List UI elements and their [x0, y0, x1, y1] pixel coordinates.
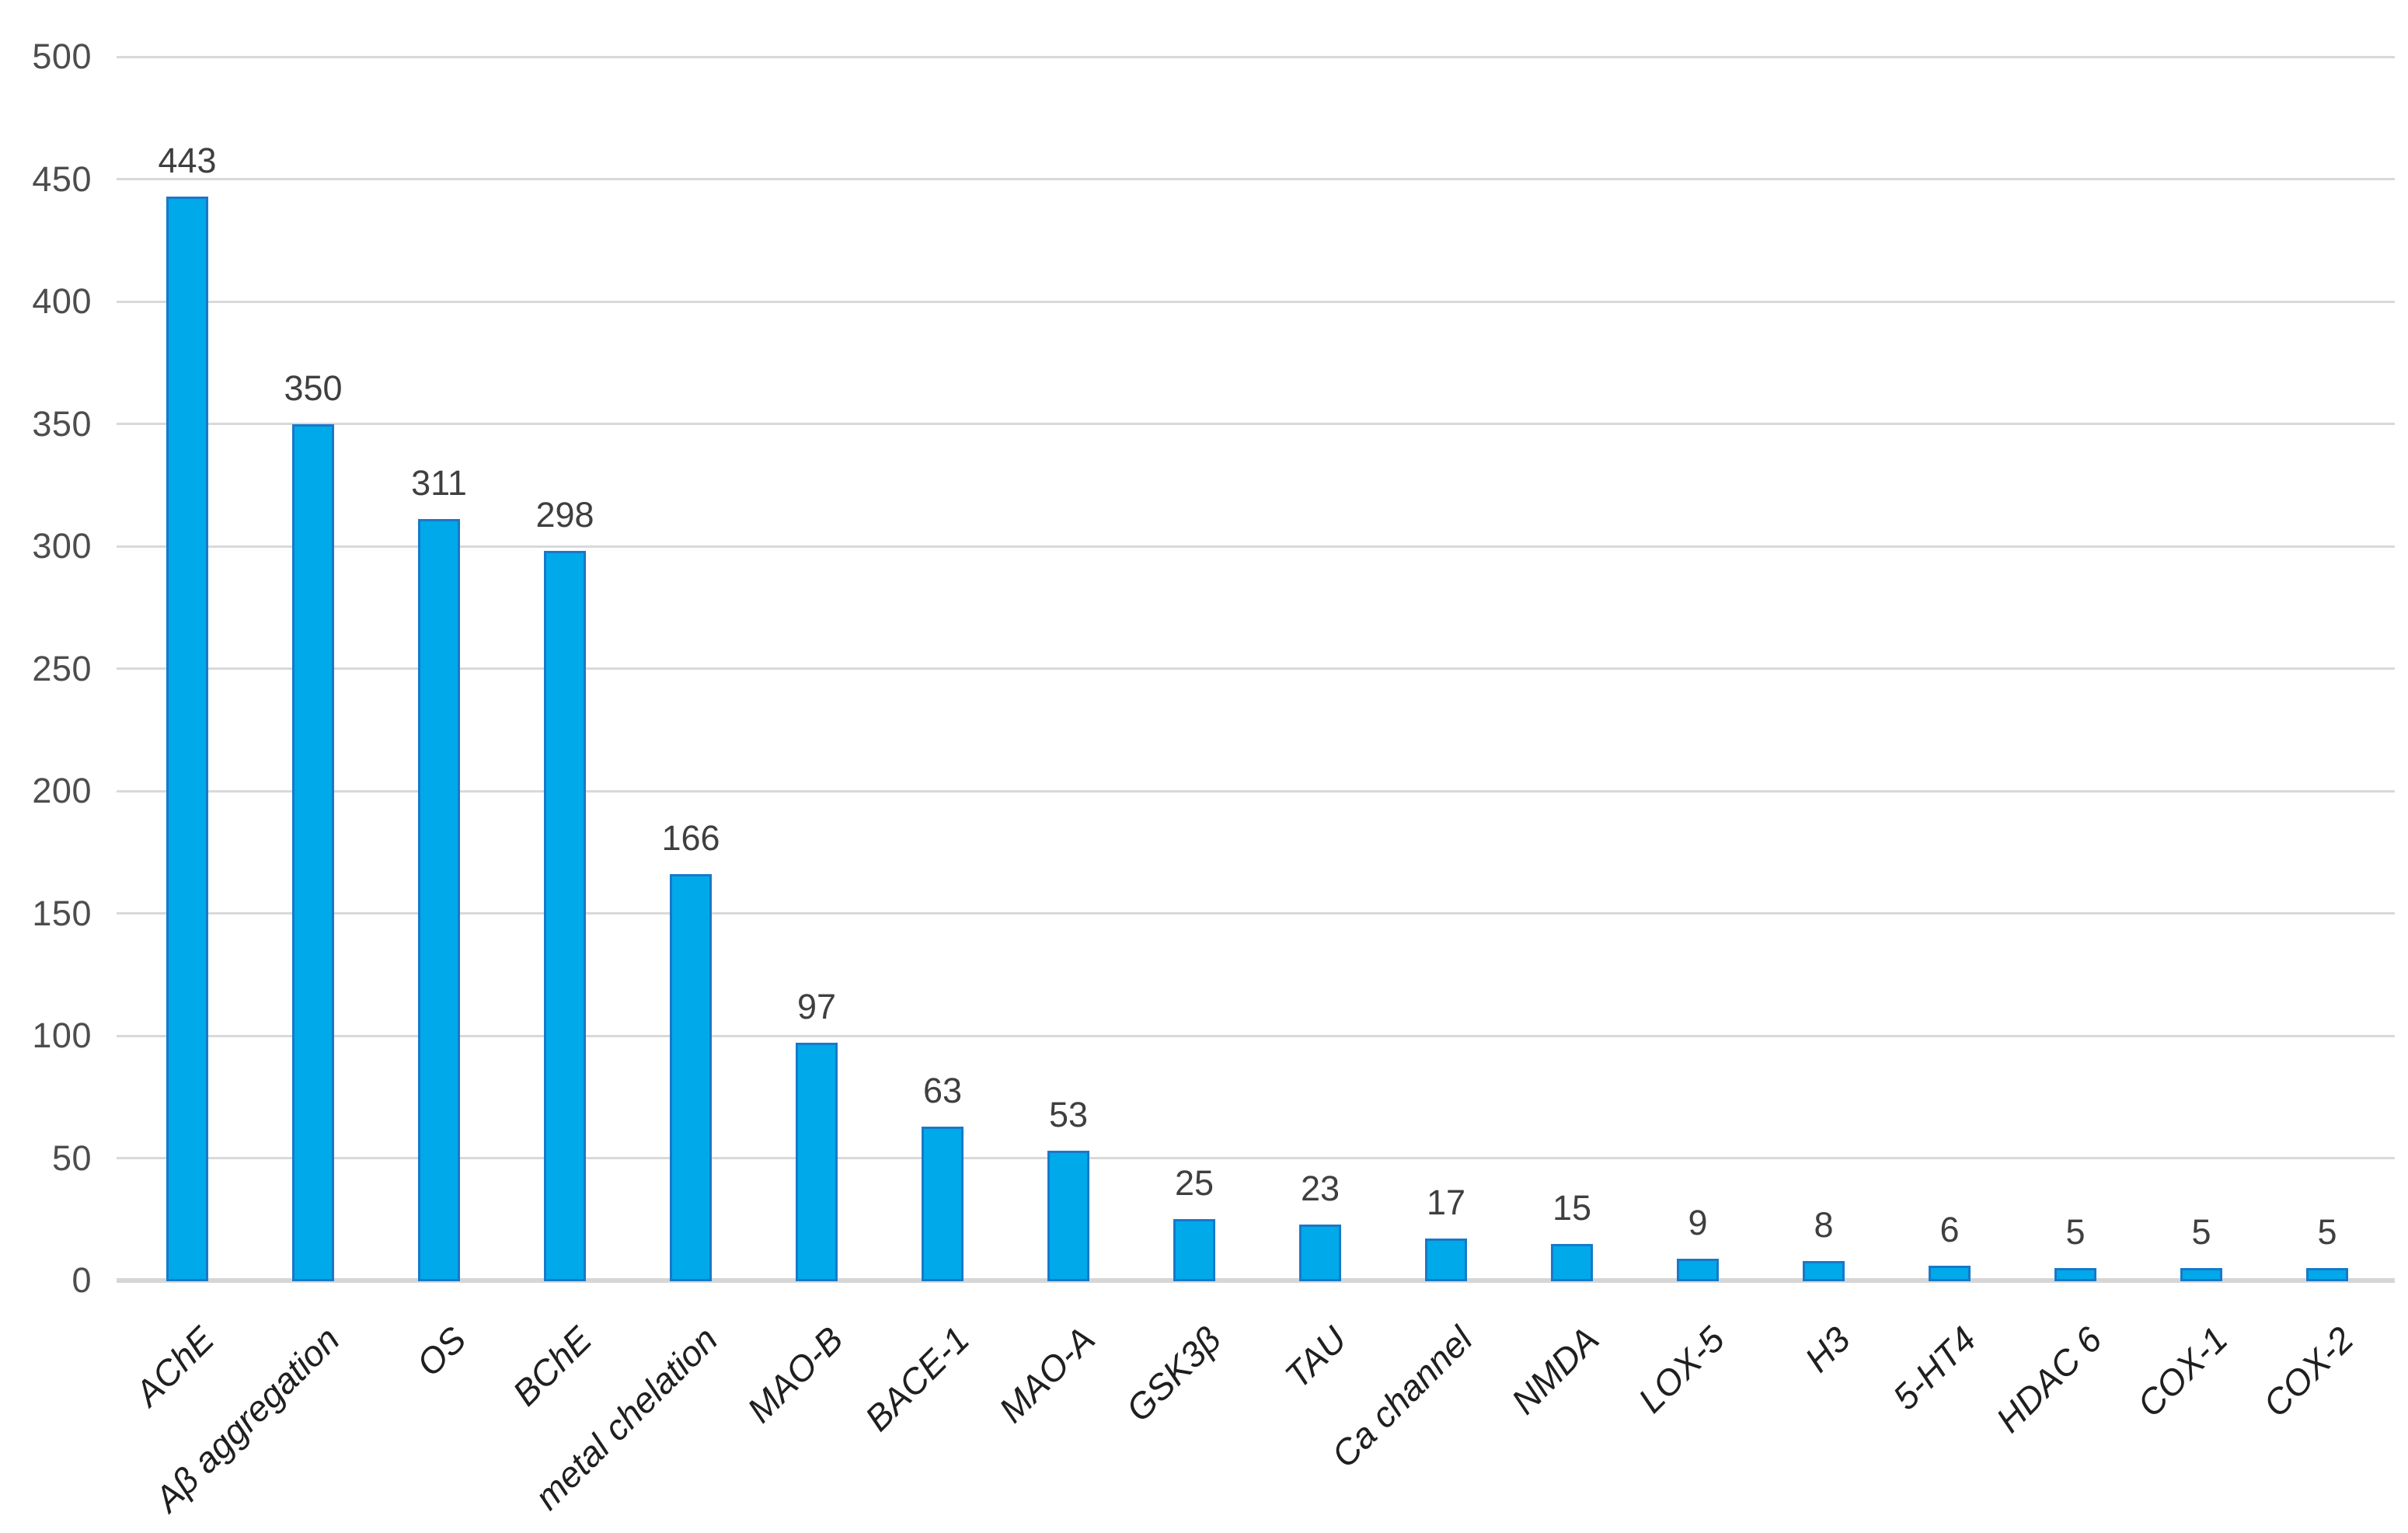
bar-ca-channel: [1425, 1239, 1467, 1281]
bar-value-label: 5: [2191, 1212, 2211, 1253]
bar-value-label: 63: [922, 1070, 963, 1110]
y-axis-tick-label: 300: [32, 526, 92, 566]
y-axis-tick-label: 500: [32, 37, 92, 76]
y-axis-tick-label: 350: [32, 403, 92, 444]
y-axis-tick-label: 250: [32, 648, 92, 688]
bar-cox-1: [2180, 1268, 2222, 1281]
x-axis-category-label: LOX-5: [1630, 1319, 1733, 1421]
x-axis-category-label: OS: [408, 1319, 474, 1385]
bar-value-label: 350: [284, 368, 343, 408]
x-axis-category-label: 5-HT4: [1884, 1319, 1985, 1418]
x-axis-category-label: H3: [1796, 1319, 1859, 1380]
y-axis-tick-label: 100: [32, 1016, 92, 1055]
bar-nmda: [1551, 1243, 1593, 1281]
x-axis-category-label: MAO-B: [739, 1319, 852, 1430]
bar-os: [418, 519, 460, 1281]
bar-value-label: 25: [1174, 1163, 1214, 1204]
bar-mao-b: [796, 1043, 838, 1281]
bar-cox-2: [2306, 1268, 2348, 1281]
bar-value-label: 17: [1426, 1183, 1466, 1223]
bar-5-ht4: [1929, 1266, 1971, 1281]
gridline: [117, 1034, 2395, 1037]
bar-tau: [1299, 1224, 1341, 1281]
gridline: [117, 423, 2395, 425]
x-axis-category-label: MAO-A: [991, 1319, 1103, 1430]
y-axis-tick-label: 50: [51, 1138, 92, 1178]
y-axis-tick-label: 200: [32, 771, 92, 810]
x-axis-category-label: BChE: [504, 1319, 600, 1414]
x-axis-category-label: COX-2: [2255, 1319, 2362, 1425]
gridline: [117, 667, 2395, 670]
y-axis-tick-label: 450: [32, 159, 92, 199]
x-axis-category-label: TAU: [1277, 1319, 1355, 1396]
bar-value-label: 298: [535, 495, 594, 535]
y-axis-tick-label: 150: [32, 893, 92, 933]
bar-value-label: 8: [1814, 1204, 1834, 1245]
x-axis-line: [117, 1278, 2395, 1283]
bar-value-label: 15: [1552, 1187, 1592, 1228]
bar-value-label: 23: [1300, 1168, 1340, 1208]
bar-metal-chelation: [670, 874, 712, 1281]
gridline: [117, 55, 2395, 58]
bar-value-label: 5: [2065, 1212, 2086, 1253]
x-axis-category-label: GSK3β: [1117, 1319, 1229, 1430]
bar-ache: [166, 196, 208, 1281]
y-axis-tick-label: 400: [32, 281, 92, 321]
bar-lox-5: [1677, 1258, 1719, 1281]
gridline: [117, 545, 2395, 548]
bar-value-label: 97: [796, 987, 837, 1027]
bar-value-label: 443: [158, 140, 217, 180]
gridline: [117, 1157, 2395, 1159]
gridline: [117, 789, 2395, 793]
bar-h3: [1803, 1260, 1845, 1281]
bar-hdac-6: [2054, 1268, 2096, 1281]
x-axis-category-label: HDAC 6: [1988, 1319, 2110, 1441]
bar-value-label: 6: [1939, 1210, 1960, 1250]
y-axis-tick-label: 0: [71, 1260, 92, 1300]
bar-value-label: 53: [1048, 1095, 1089, 1135]
bar-value-label: 5: [2317, 1212, 2337, 1253]
x-axis-category-label: COX-1: [2129, 1319, 2236, 1425]
bar-gsk3: [1173, 1219, 1215, 1281]
bar-bche: [544, 551, 586, 1281]
x-axis-category-label: AChE: [127, 1319, 222, 1414]
bar-value-label: 9: [1688, 1202, 1708, 1242]
bar-value-label: 311: [411, 463, 467, 503]
x-axis-category-label: NMDA: [1503, 1319, 1607, 1422]
bar-bace-1: [922, 1126, 964, 1281]
bar-value-label: 166: [661, 818, 720, 859]
gridline: [117, 300, 2395, 303]
gridline: [117, 178, 2395, 180]
bar-mao-a: [1047, 1151, 1089, 1281]
x-axis-category-label: BACE-1: [856, 1319, 977, 1439]
bar-a-aggregation: [292, 423, 334, 1281]
gridline: [117, 912, 2395, 915]
